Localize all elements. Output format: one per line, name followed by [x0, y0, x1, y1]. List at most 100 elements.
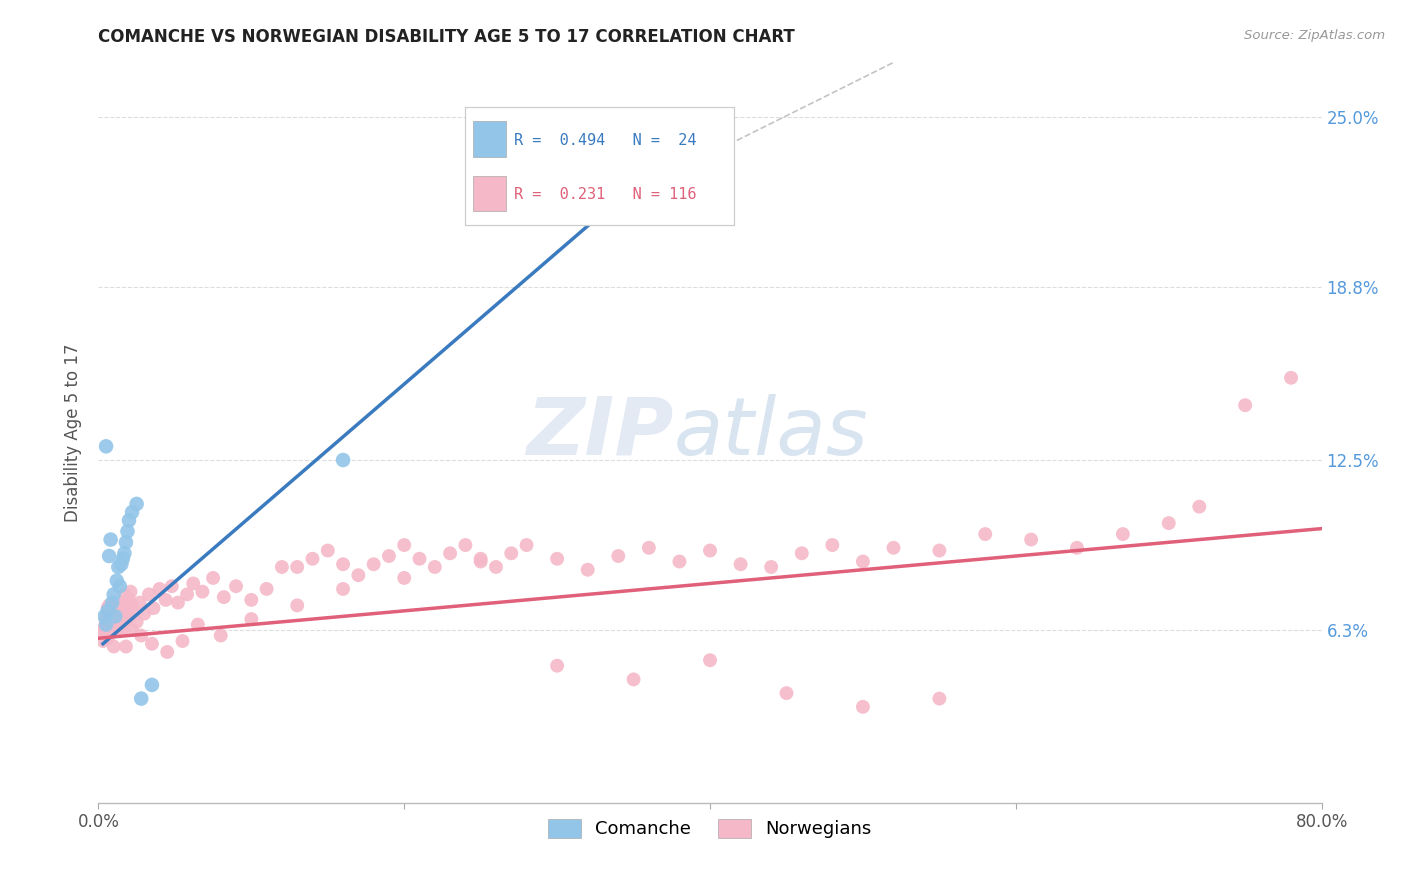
Norwegians	[98, 604, 121, 618]
Comanche	[141, 678, 163, 692]
Norwegians	[1019, 533, 1042, 547]
Norwegians	[270, 560, 292, 574]
Comanche	[94, 617, 117, 632]
Norwegians	[121, 599, 143, 613]
Norwegians	[1112, 527, 1135, 541]
Comanche	[104, 609, 127, 624]
Norwegians	[117, 607, 139, 621]
Norwegians	[852, 554, 875, 568]
Norwegians	[97, 607, 120, 621]
Comanche	[129, 691, 152, 706]
Comanche	[112, 546, 135, 560]
Norwegians	[332, 558, 354, 572]
Norwegians	[1188, 500, 1211, 514]
Norwegians	[160, 579, 183, 593]
Norwegians	[821, 538, 844, 552]
Comanche	[332, 453, 354, 467]
Norwegians	[240, 612, 263, 626]
Norwegians	[111, 601, 134, 615]
Norwegians	[470, 554, 492, 568]
Norwegians	[111, 620, 134, 634]
Comanche	[94, 439, 117, 453]
Norwegians	[120, 584, 142, 599]
Norwegians	[240, 593, 263, 607]
Norwegians	[285, 560, 308, 574]
Norwegians	[104, 609, 127, 624]
Norwegians	[392, 571, 416, 585]
Comanche	[103, 587, 125, 601]
Norwegians	[94, 615, 117, 629]
Norwegians	[107, 620, 129, 634]
Norwegians	[439, 546, 461, 560]
Norwegians	[176, 587, 198, 601]
Norwegians	[98, 599, 121, 613]
Text: Source: ZipAtlas.com: Source: ZipAtlas.com	[1244, 29, 1385, 43]
Norwegians	[316, 543, 339, 558]
Norwegians	[118, 593, 141, 607]
Norwegians	[423, 560, 446, 574]
Norwegians	[285, 599, 308, 613]
Comanche	[93, 609, 115, 624]
Norwegians	[883, 541, 905, 555]
Comanche	[98, 549, 121, 563]
Norwegians	[103, 620, 125, 634]
Norwegians	[730, 558, 752, 572]
Norwegians	[392, 538, 416, 552]
Comanche	[100, 533, 122, 547]
Y-axis label: Disability Age 5 to 17: Disability Age 5 to 17	[65, 343, 83, 522]
Norwegians	[110, 623, 132, 637]
Norwegians	[623, 673, 645, 687]
Norwegians	[167, 596, 190, 610]
Comanche	[108, 579, 131, 593]
Norwegians	[852, 699, 875, 714]
Norwegians	[363, 558, 385, 572]
Norwegians	[974, 527, 997, 541]
Norwegians	[91, 634, 114, 648]
Norwegians	[115, 640, 138, 654]
Comanche	[117, 524, 139, 539]
Norwegians	[138, 587, 160, 601]
Norwegians	[172, 634, 194, 648]
Norwegians	[202, 571, 225, 585]
Norwegians	[1066, 541, 1088, 555]
Norwegians	[191, 584, 214, 599]
Norwegians	[928, 543, 950, 558]
Comanche	[97, 604, 120, 618]
Norwegians	[408, 551, 430, 566]
Norwegians	[759, 560, 782, 574]
Norwegians	[105, 599, 128, 613]
Norwegians	[122, 607, 145, 621]
Norwegians	[97, 632, 120, 646]
Norwegians	[105, 615, 128, 629]
Legend: Comanche, Norwegians: Comanche, Norwegians	[541, 812, 879, 846]
Norwegians	[115, 601, 138, 615]
Norwegians	[93, 623, 115, 637]
Norwegians	[128, 596, 150, 610]
Norwegians	[225, 579, 247, 593]
Comanche	[101, 596, 124, 610]
Norwegians	[125, 615, 148, 629]
Comanche	[110, 558, 132, 572]
Norwegians	[212, 590, 235, 604]
Norwegians	[94, 612, 117, 626]
Norwegians	[378, 549, 401, 563]
Norwegians	[110, 615, 132, 629]
Norwegians	[546, 551, 568, 566]
Norwegians	[100, 609, 122, 624]
Norwegians	[149, 582, 172, 596]
Norwegians	[101, 612, 124, 626]
Norwegians	[470, 551, 492, 566]
Norwegians	[928, 691, 950, 706]
Norwegians	[256, 582, 278, 596]
Comanche	[111, 551, 134, 566]
Norwegians	[91, 625, 114, 640]
Norwegians	[115, 615, 138, 629]
Norwegians	[97, 601, 120, 615]
Norwegians	[1279, 371, 1302, 385]
Norwegians	[485, 560, 508, 574]
Text: COMANCHE VS NORWEGIAN DISABILITY AGE 5 TO 17 CORRELATION CHART: COMANCHE VS NORWEGIAN DISABILITY AGE 5 T…	[98, 28, 796, 45]
Comanche	[125, 497, 148, 511]
Norwegians	[100, 609, 122, 624]
Norwegians	[108, 609, 131, 624]
Norwegians	[699, 543, 721, 558]
